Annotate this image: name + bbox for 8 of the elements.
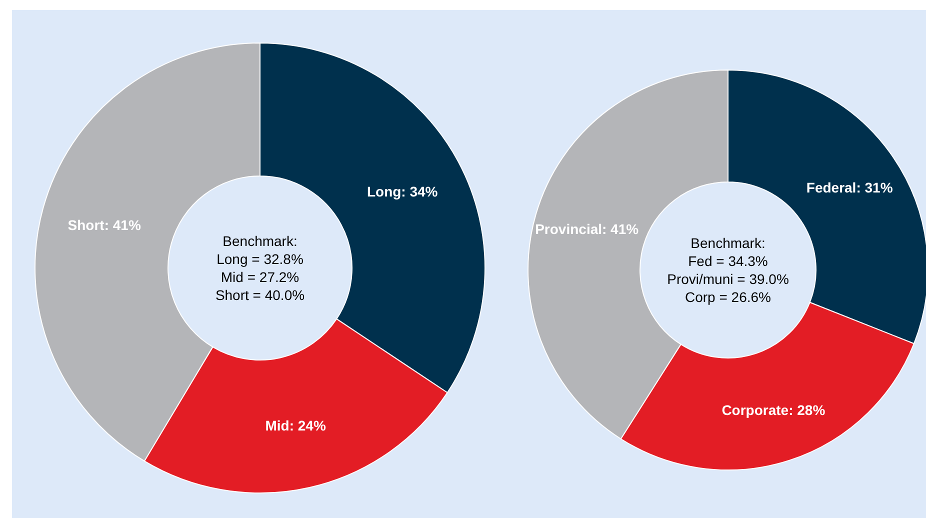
slice-label: Federal: 31% [806, 179, 894, 196]
slice-label: Short: 41% [68, 216, 142, 233]
text: Benchmark: Long = 32.8% Mid = 27.2% Short = 40.0% [215, 233, 305, 303]
slice-label: Corporate: 28% [722, 402, 826, 418]
slice-label: Provincial: 41% [535, 220, 640, 237]
slice-label: Mid: 24% [265, 418, 326, 434]
text: Benchmark: Fed = 34.3% Provi/muni = 39.0% Corp = 26.6% [667, 235, 789, 305]
slice-label: Long: 34% [366, 184, 438, 200]
